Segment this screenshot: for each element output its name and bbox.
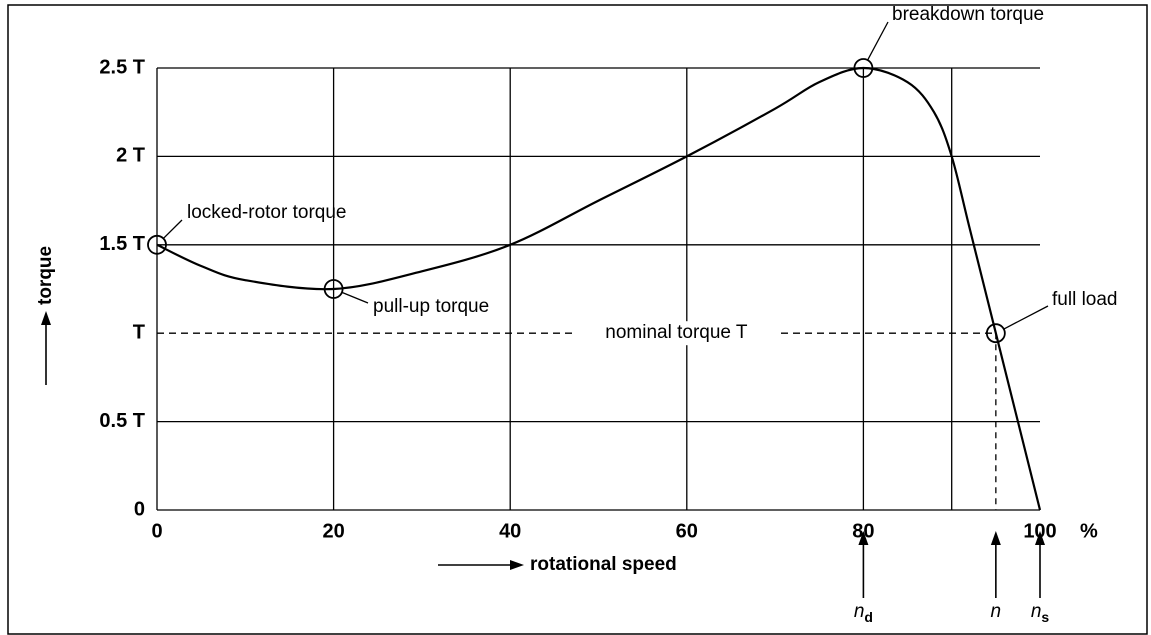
arrow-head [1035, 531, 1045, 545]
x-unit: % [1080, 520, 1098, 542]
label-bg [576, 321, 777, 346]
frame [7, 4, 1148, 635]
speed-label: ns [1031, 601, 1050, 625]
annotation: locked-rotor torque [187, 202, 346, 223]
arrow-head [990, 531, 1001, 545]
speed-symbol: n [1031, 601, 1042, 622]
x-tick-label: 60 [676, 520, 698, 542]
speed-label: n [991, 601, 1002, 622]
arrow-head [510, 560, 524, 570]
point-marker [147, 234, 167, 255]
leader-line [341, 291, 369, 304]
arrow-head [41, 311, 51, 325]
speed-symbol: n [991, 601, 1002, 622]
speed-subscript: d [864, 609, 873, 625]
annotation: breakdown torque [892, 4, 1044, 25]
speed-label: nd [854, 601, 873, 625]
annotation: full load [1052, 289, 1118, 310]
leader-line [1003, 305, 1049, 330]
y-tick-label: 2.5 T [99, 56, 145, 78]
y-tick-label: 1.5 T [99, 233, 145, 255]
x-tick-label: 40 [499, 520, 521, 542]
y-axis-label: torque [35, 246, 56, 305]
leader-line [867, 21, 889, 61]
speed-subscript: s [1041, 609, 1049, 625]
torque-curve [156, 66, 1042, 511]
y-tick-label: T [133, 321, 145, 343]
annotation: pull-up torque [373, 296, 489, 317]
x-tick-label: 0 [151, 520, 162, 542]
y-tick-label: 2 T [116, 145, 145, 167]
point-marker [323, 279, 344, 299]
nominal-label: nominal torque T [605, 322, 748, 343]
x-axis-label: rotational speed [530, 554, 677, 575]
y-tick-label: 0 [134, 498, 145, 520]
x-tick-label: 20 [322, 520, 344, 542]
point-marker [853, 58, 874, 78]
arrow-head [858, 531, 869, 545]
speed-symbol: n [854, 601, 865, 622]
y-tick-label: 0.5 T [99, 410, 145, 432]
point-marker [985, 323, 1006, 344]
leader-line [162, 219, 183, 239]
